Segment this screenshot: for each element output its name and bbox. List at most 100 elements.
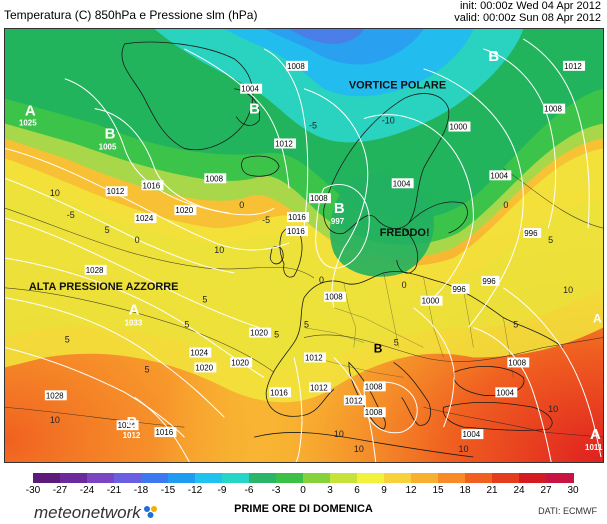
isobar-label: 1016 [269,387,292,397]
colorbar-segment [195,473,223,483]
isobar-label: 1020 [174,205,197,215]
isobar-label: 1008 [363,381,386,391]
annotation-freddo: FREDDO! [380,227,430,239]
map-title: Temperatura (C) 850hPa e Pressione slm (… [4,8,258,22]
svg-text:1016: 1016 [155,428,173,437]
colorbar-tick-label: 30 [567,485,579,496]
isobar-label: 1016 [287,212,309,222]
svg-text:1012: 1012 [123,431,141,440]
colorbar-segment [276,473,304,483]
svg-text:1020: 1020 [231,358,249,367]
svg-text:1012: 1012 [310,383,328,392]
isobar-label: 1020 [249,327,272,338]
svg-text:1008: 1008 [325,293,343,302]
isobar-label: 1008 [507,357,530,367]
colorbar-tick-label: -24 [79,485,95,496]
colorbar-tick-label: 6 [354,485,360,496]
colorbar-tick-label: 9 [381,485,387,496]
isobar-label: 1004 [240,83,263,94]
logo-dots-icon [144,506,157,518]
colorbar-segment [87,473,115,483]
svg-text:1024: 1024 [118,421,136,430]
isobar-label: 1000 [420,295,443,306]
forecast-period-label: PRIME ORE DI DOMENICA [234,503,373,515]
isotherm-label: -5 [262,215,270,225]
isotherm-label: 0 [239,200,244,210]
isotherm-label: -5 [67,210,75,220]
svg-text:1012: 1012 [275,139,293,148]
colorbar-segment [546,473,574,483]
svg-text:1008: 1008 [544,105,562,114]
colorbar-segment [330,473,358,483]
colorbar-segment [384,473,412,483]
colorbar-tick-label: -27 [52,485,68,496]
svg-text:1012: 1012 [107,187,125,196]
isobar-label: 1008 [204,173,227,183]
isobar-label: 1012 [105,186,128,196]
colorbar-tick-label: 21 [486,485,498,496]
isotherm-label: 5 [274,330,279,340]
svg-text:1020: 1020 [195,363,213,372]
colorbar-tick-label: -30 [25,485,41,496]
colorbar-segment [249,473,277,483]
isobar-label: 1004 [495,387,518,397]
colorbar-tick-label: -9 [217,485,227,496]
svg-text:A: A [25,103,36,120]
svg-text:1016: 1016 [270,388,288,397]
colorbar-segment [492,473,520,483]
svg-text:1004: 1004 [496,388,514,397]
isobar-label: 1016 [286,226,308,236]
isobar-label: 1008 [286,60,308,71]
svg-text:996: 996 [453,285,467,294]
isotherm-label: 5 [394,338,399,348]
svg-text:1004: 1004 [393,179,411,188]
isobar-label: 1012 [304,352,326,362]
isobar-label: 1004 [391,178,414,188]
isobar-label: 1024 [134,213,157,223]
svg-text:B: B [374,342,383,356]
isotherm-label: -10 [382,116,395,126]
svg-text:1008: 1008 [365,382,383,391]
svg-text:1033: 1033 [125,319,143,328]
svg-text:1012: 1012 [345,396,363,405]
colorbar-tick-label: -12 [187,485,203,496]
isobar-label: 1012 [343,395,366,405]
svg-text:1028: 1028 [86,266,104,275]
isobar-label: 1024 [116,420,139,430]
isotherm-label: 10 [563,285,573,295]
colorbar-segment [357,473,385,483]
colorbar-tick-label: -21 [106,485,122,496]
isotherm-label: 10 [458,444,468,454]
isotherm-label: 5 [145,364,150,374]
colorbar-tick-label: 12 [405,485,417,496]
isobar-label: 996 [451,283,470,294]
svg-text:1016: 1016 [287,227,305,236]
pressure-center-high: A 1011 [585,426,603,452]
colorbar-tick-label: -15 [160,485,176,496]
svg-text:1004: 1004 [241,85,259,94]
isobar-label: 1028 [84,264,107,275]
isobar-label: 1020 [230,357,253,367]
svg-text:1008: 1008 [205,174,223,183]
colorbar-segment [168,473,196,483]
colorbar-segment [114,473,142,483]
colorbar-segment [465,473,493,483]
isobar-label: 1012 [563,60,586,71]
isotherm-label: 5 [513,320,518,330]
svg-text:B: B [105,126,116,143]
svg-text:A: A [593,312,602,326]
isotherm-label: 5 [548,235,553,245]
isotherm-label: 10 [334,429,344,439]
isotherm-label: 0 [319,275,324,285]
isobar-label: 996 [481,275,500,286]
isobar-label: 1012 [274,138,297,148]
colorbar-tick-label: -3 [271,485,281,496]
svg-text:1025: 1025 [19,119,37,128]
svg-text:1012: 1012 [305,353,323,362]
svg-text:1000: 1000 [450,123,468,132]
svg-text:1000: 1000 [422,297,440,306]
svg-text:1012: 1012 [564,62,582,71]
pressure-center-low: B 1012 [123,414,141,440]
isobar-label: 1004 [461,429,484,439]
pressure-center-high: A 1025 [19,103,37,128]
